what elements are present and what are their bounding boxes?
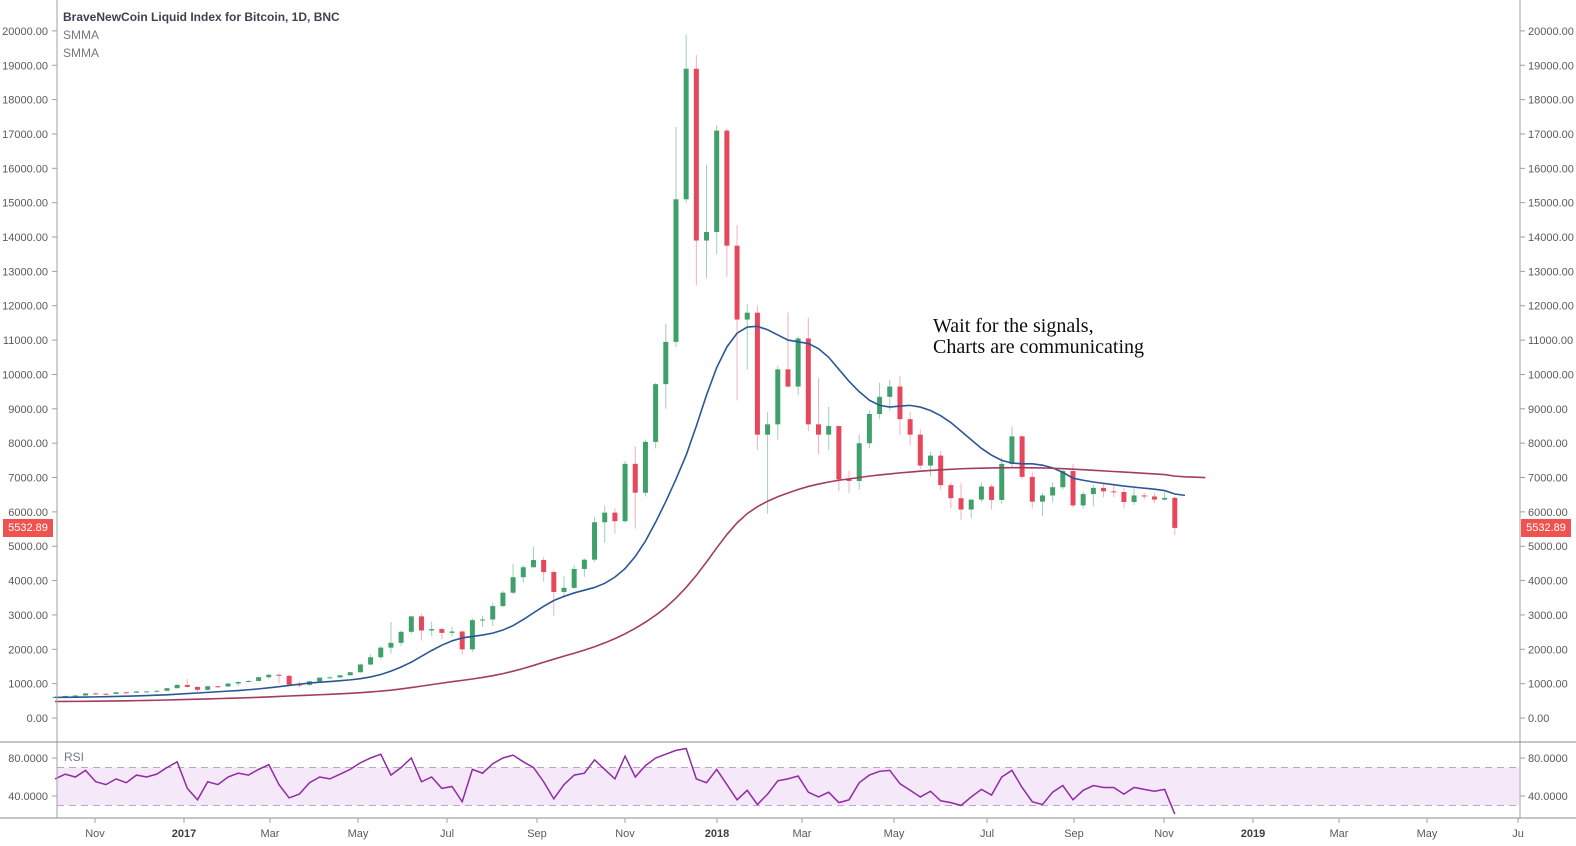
- svg-text:2000.00: 2000.00: [1528, 644, 1568, 656]
- svg-text:2018: 2018: [705, 828, 729, 840]
- svg-text:1000.00: 1000.00: [1528, 679, 1568, 691]
- svg-text:14000.00: 14000.00: [2, 232, 48, 244]
- svg-text:Sep: Sep: [527, 828, 547, 840]
- svg-text:7000.00: 7000.00: [1528, 473, 1568, 485]
- svg-text:10000.00: 10000.00: [2, 369, 48, 381]
- svg-text:18000.00: 18000.00: [1528, 95, 1574, 107]
- svg-text:13000.00: 13000.00: [2, 266, 48, 278]
- svg-text:Nov: Nov: [615, 828, 635, 840]
- svg-text:3000.00: 3000.00: [1528, 610, 1568, 622]
- rsi-band: [57, 767, 1519, 806]
- svg-text:19000.00: 19000.00: [1528, 60, 1574, 72]
- svg-text:Nov: Nov: [85, 828, 105, 840]
- svg-text:4000.00: 4000.00: [8, 576, 48, 588]
- svg-text:Mar: Mar: [1330, 828, 1349, 840]
- svg-text:Nov: Nov: [1154, 828, 1174, 840]
- svg-text:1000.00: 1000.00: [8, 679, 48, 691]
- svg-text:Sep: Sep: [1064, 828, 1084, 840]
- legend-indicator-rsi[interactable]: RSI: [64, 750, 85, 764]
- svg-text:5000.00: 5000.00: [8, 541, 48, 553]
- svg-text:Jul: Jul: [440, 828, 454, 840]
- svg-text:15000.00: 15000.00: [1528, 198, 1574, 210]
- svg-text:10000.00: 10000.00: [1528, 369, 1574, 381]
- last-price-badge-left: 5532.89: [3, 519, 53, 537]
- svg-text:9000.00: 9000.00: [8, 404, 48, 416]
- smma-line-2: [54, 466, 1206, 703]
- svg-text:80.0000: 80.0000: [8, 753, 48, 765]
- svg-text:9000.00: 9000.00: [1528, 404, 1568, 416]
- svg-text:80.0000: 80.0000: [1528, 753, 1568, 765]
- svg-text:0.00: 0.00: [27, 713, 48, 725]
- svg-text:6000.00: 6000.00: [1528, 507, 1568, 519]
- svg-text:2019: 2019: [1241, 828, 1265, 840]
- svg-text:17000.00: 17000.00: [2, 129, 48, 141]
- svg-text:5000.00: 5000.00: [1528, 541, 1568, 553]
- svg-text:40.0000: 40.0000: [8, 791, 48, 803]
- svg-text:12000.00: 12000.00: [1528, 301, 1574, 313]
- svg-text:0.00: 0.00: [1528, 713, 1549, 725]
- svg-text:May: May: [1417, 828, 1438, 840]
- svg-text:7000.00: 7000.00: [8, 473, 48, 485]
- time-axis-labels[interactable]: Nov 2017 Mar May Jul Sep Nov 2018 Mar May Jul Sep No…: [85, 818, 1524, 840]
- svg-text:18000.00: 18000.00: [2, 95, 48, 107]
- legend-indicator-smma-2[interactable]: SMMA: [63, 46, 99, 60]
- svg-text:40.0000: 40.0000: [1528, 791, 1568, 803]
- smma-line-1: [54, 325, 1186, 699]
- annotation-line-2: Charts are communicating: [933, 336, 1145, 358]
- svg-text:12000.00: 12000.00: [2, 301, 48, 313]
- svg-text:8000.00: 8000.00: [1528, 438, 1568, 450]
- symbol-title: BraveNewCoin Liquid Index for Bitcoin, 1…: [63, 10, 340, 24]
- svg-text:17000.00: 17000.00: [1528, 129, 1574, 141]
- legend-indicator-smma-1[interactable]: SMMA: [63, 28, 99, 42]
- annotation-line-1: Wait for the signals,: [933, 315, 1094, 337]
- svg-text:Mar: Mar: [793, 828, 812, 840]
- svg-text:May: May: [884, 828, 905, 840]
- pane-borders: [0, 0, 1576, 819]
- svg-text:Mar: Mar: [261, 828, 280, 840]
- svg-text:11000.00: 11000.00: [3, 335, 48, 347]
- chart-legend: BraveNewCoin Liquid Index for Bitcoin, 1…: [63, 9, 340, 62]
- rsi-axis-labels[interactable]: 80.0000 80.0000 40.0000 40.0000: [8, 753, 1568, 803]
- svg-text:6000.00: 6000.00: [8, 507, 48, 519]
- candlestick-series: [52, 34, 1178, 698]
- svg-text:Ju: Ju: [1512, 828, 1524, 840]
- svg-text:20000.00: 20000.00: [2, 26, 48, 38]
- svg-text:11000.00: 11000.00: [1528, 335, 1573, 347]
- svg-text:3000.00: 3000.00: [8, 610, 48, 622]
- svg-text:20000.00: 20000.00: [1528, 26, 1574, 38]
- svg-text:19000.00: 19000.00: [2, 60, 48, 72]
- svg-text:May: May: [348, 828, 369, 840]
- svg-text:2017: 2017: [172, 828, 196, 840]
- rsi-line: [54, 747, 1176, 815]
- last-price-badge-right: 5532.89: [1521, 519, 1571, 537]
- annotation-text[interactable]: Wait for the signals, Charts are communi…: [933, 316, 1144, 358]
- svg-text:13000.00: 13000.00: [1528, 266, 1574, 278]
- svg-text:2000.00: 2000.00: [8, 644, 48, 656]
- svg-text:16000.00: 16000.00: [1528, 163, 1574, 175]
- svg-text:Jul: Jul: [980, 828, 994, 840]
- price-axis-labels[interactable]: 0.00 0.00 1000.00 1000.00 2000.00 2000.00 3000…: [2, 26, 1574, 725]
- svg-text:15000.00: 15000.00: [2, 198, 48, 210]
- svg-text:16000.00: 16000.00: [2, 163, 48, 175]
- svg-text:4000.00: 4000.00: [1528, 576, 1568, 588]
- svg-text:8000.00: 8000.00: [8, 438, 48, 450]
- svg-text:14000.00: 14000.00: [1528, 232, 1574, 244]
